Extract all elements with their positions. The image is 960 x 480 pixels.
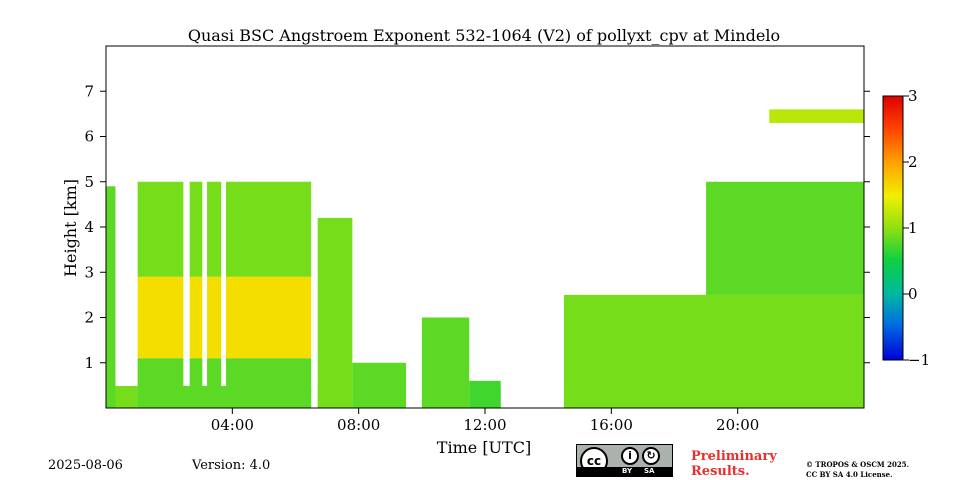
y-tick-label-0: 1 [84, 354, 94, 372]
sa-icon: ↻ [642, 447, 660, 465]
badge-sa-label: SA [644, 467, 655, 475]
license-line-2: CC BY SA 4.0 License. [806, 470, 893, 479]
y-tick-label-5: 6 [84, 128, 94, 146]
y-tick-label-3: 4 [84, 218, 94, 236]
chart-title: Quasi BSC Angstroem Exponent 532-1064 (V… [188, 26, 780, 45]
date-label: 2025-08-06 [48, 458, 123, 473]
license-line-1: © TROPOS & OSCM 2025. [806, 460, 910, 469]
colorbar-tick-label-1: 0 [908, 285, 918, 303]
heatmap-region-8 [469, 380, 501, 408]
x-tick-label-0: 04:00 [211, 416, 254, 434]
cc-license-badge[interactable]: cc i ↻ BY SA [576, 444, 673, 477]
colorbar-tick-label-0: −1 [908, 351, 930, 369]
by-icon: i [621, 447, 639, 465]
x-axis-label: Time [UTC] [437, 438, 531, 457]
heatmap-region-11 [769, 109, 864, 123]
license-note: © TROPOS & OSCM 2025. CC BY SA 4.0 Licen… [806, 460, 909, 480]
x-tick-label-4: 20:00 [716, 416, 759, 434]
x-tick-label-3: 16:00 [590, 416, 633, 434]
colorbar-tick-label-4: 3 [908, 87, 918, 105]
heatmap-cells [106, 46, 864, 408]
version-label: Version: 4.0 [192, 458, 271, 473]
y-tick-label-1: 2 [84, 309, 94, 327]
x-tick-label-2: 12:00 [463, 416, 506, 434]
colorbar-tick-label-2: 1 [908, 219, 918, 237]
heatmap-region-10 [706, 181, 864, 295]
badge-by-label: BY [622, 467, 633, 475]
y-axis-label: Height [km] [61, 179, 80, 277]
colorbar-tick-label-3: 2 [908, 153, 918, 171]
heatmap-region-0 [106, 186, 116, 408]
heatmap-region-9 [563, 294, 864, 408]
x-axis: 04:00 08:00 12:00 16:00 20:00 [211, 408, 759, 434]
prelim-line-1: Preliminary [691, 449, 777, 464]
y-axis: 1 2 3 4 5 6 7 [84, 82, 870, 372]
data-gap-2 [202, 46, 208, 386]
y-tick-label-6: 7 [84, 82, 94, 100]
preliminary-results-note: Preliminary Results. [691, 449, 777, 479]
data-gap-0 [115, 46, 138, 386]
prelim-line-2: Results. [691, 464, 750, 479]
x-tick-label-1: 08:00 [337, 416, 380, 434]
data-gap-5 [500, 46, 564, 386]
heatmap-region-6 [352, 362, 407, 408]
data-gap-3 [221, 46, 227, 386]
colorbar-ticks: −1 0 1 2 3 [903, 87, 930, 369]
colorbar [882, 95, 904, 361]
badge-bar [577, 467, 672, 476]
y-tick-label-2: 3 [84, 263, 94, 281]
data-gap-1 [183, 46, 190, 386]
heatmap-region-7 [421, 317, 470, 408]
y-tick-label-4: 5 [84, 173, 94, 191]
heatmap-region-5 [317, 217, 353, 408]
data-gap-4 [311, 46, 318, 386]
